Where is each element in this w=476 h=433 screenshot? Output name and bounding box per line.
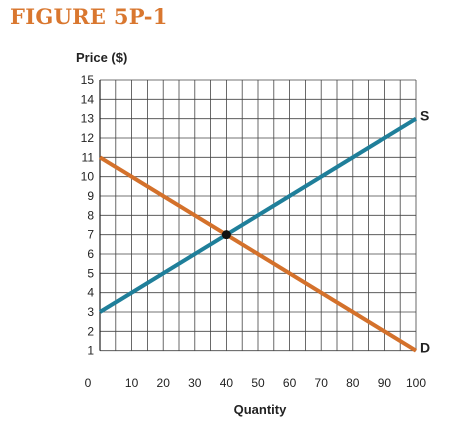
x-tick-label: 70 [315,376,329,390]
x-tick-label: 50 [251,376,265,390]
y-tick-label: 6 [87,247,94,261]
x-tick-label: 0 [85,376,92,390]
series-lines [98,116,418,353]
x-tick-label: 90 [378,376,392,390]
x-tick-label: 100 [406,376,426,390]
y-tick-label: 1 [87,344,94,358]
y-tick-label: 15 [81,73,95,87]
x-tick-label: 10 [125,376,139,390]
y-tick-label: 8 [87,208,94,222]
y-tick-label: 2 [87,324,94,338]
equilibrium-point [221,230,231,240]
x-tick-label: 20 [157,376,171,390]
y-tick-label: 9 [87,189,94,203]
x-tick-label: 40 [220,376,234,390]
y-tick-label: 4 [87,286,94,300]
x-tick-label: 80 [346,376,360,390]
series-line-d [98,155,418,353]
y-tick-label: 3 [87,305,94,319]
y-tick-label: 5 [87,266,94,280]
y-tick-label: 14 [81,92,95,106]
y-tick-label: 13 [81,112,95,126]
x-tick-labels: 0 10 20 30 40 50 60 70 80 90 100 [85,376,427,390]
y-tick-label: 10 [81,170,95,184]
x-tick-label: 60 [283,376,297,390]
y-axis-label: Price ($) [76,50,127,65]
y-tick-label: 7 [87,228,94,242]
figure-title: FIGURE 5P-1 [10,4,168,29]
y-tick-label: 11 [82,150,95,164]
points [221,230,231,240]
series-line-s [98,116,418,314]
x-tick-label: 30 [188,376,202,390]
series-label-s: S [420,108,429,124]
series-labels: SD [420,108,430,356]
x-axis-label: Quantity [234,402,287,417]
series-label-d: D [420,340,430,356]
y-tick-label: 12 [81,131,95,145]
